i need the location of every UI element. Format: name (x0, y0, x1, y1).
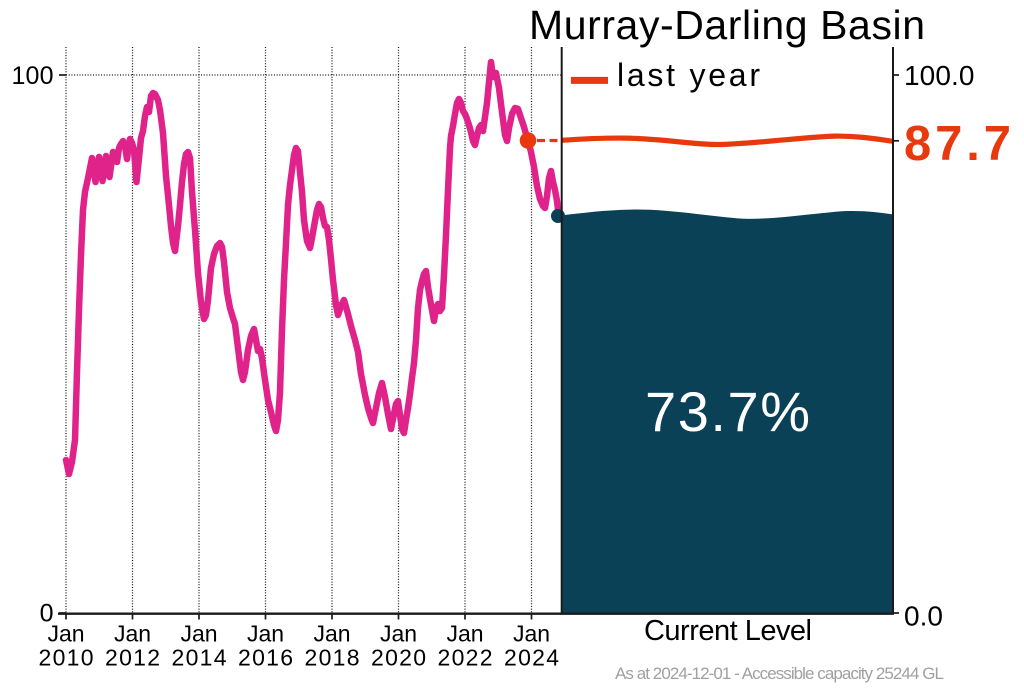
svg-text:Jan: Jan (313, 621, 350, 647)
svg-text:2016: 2016 (238, 645, 293, 671)
svg-text:2018: 2018 (305, 645, 360, 671)
svg-text:0.0: 0.0 (904, 601, 943, 632)
svg-text:last year: last year (617, 57, 760, 93)
svg-text:100.0: 100.0 (904, 60, 975, 91)
svg-text:73.7%: 73.7% (645, 380, 810, 443)
svg-text:0: 0 (40, 600, 54, 628)
svg-text:2014: 2014 (172, 645, 227, 671)
svg-text:87.7: 87.7 (904, 117, 1011, 171)
svg-text:2012: 2012 (105, 645, 160, 671)
svg-text:2022: 2022 (438, 645, 493, 671)
svg-text:Current Level: Current Level (644, 615, 812, 647)
svg-text:Jan: Jan (380, 621, 417, 647)
svg-text:100: 100 (12, 62, 54, 90)
svg-text:Jan: Jan (513, 621, 550, 647)
svg-text:As at 2024-12-01 - Accessible: As at 2024-12-01 - Accessible capacity 2… (615, 664, 944, 683)
svg-text:Murray-Darling Basin: Murray-Darling Basin (529, 2, 925, 48)
svg-text:Jan: Jan (114, 621, 151, 647)
svg-text:Jan: Jan (47, 621, 84, 647)
svg-text:Jan: Jan (247, 621, 284, 647)
svg-text:2010: 2010 (39, 645, 94, 671)
svg-text:2020: 2020 (371, 645, 426, 671)
svg-text:Jan: Jan (446, 621, 483, 647)
svg-text:2024: 2024 (504, 645, 559, 671)
svg-text:Jan: Jan (180, 621, 217, 647)
